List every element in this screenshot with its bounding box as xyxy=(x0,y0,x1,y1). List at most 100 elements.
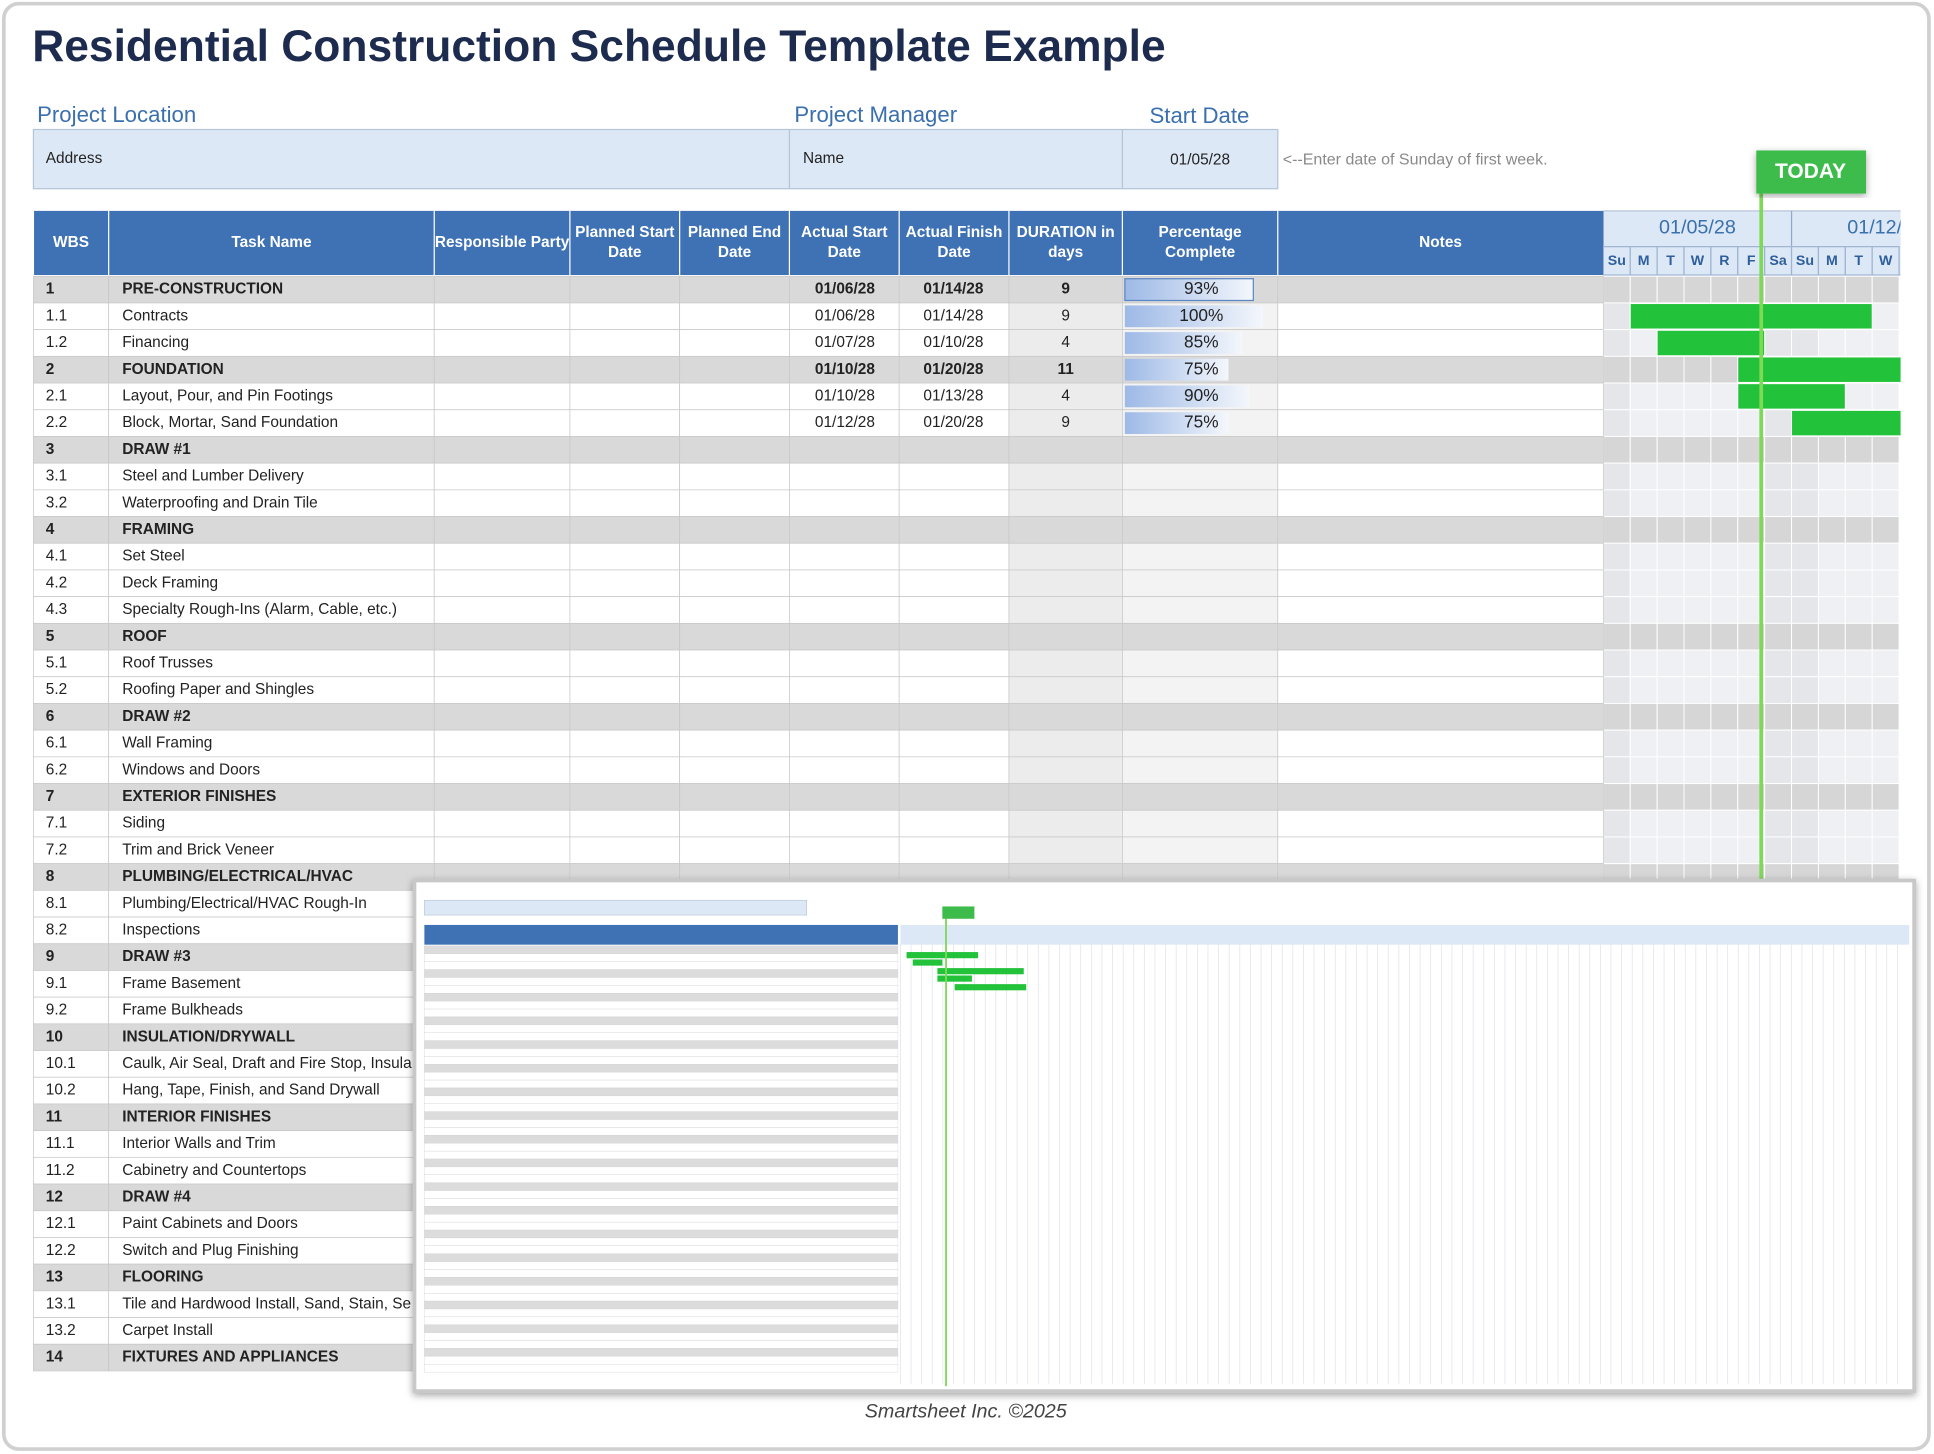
task-name[interactable]: EXTERIOR FINISHES xyxy=(122,788,276,805)
task-name[interactable]: Block, Mortar, Sand Foundation xyxy=(122,414,338,431)
task-name[interactable]: Siding xyxy=(122,815,165,832)
wbs[interactable]: 9.2 xyxy=(46,1002,67,1019)
task-name[interactable]: FIXTURES AND APPLIANCES xyxy=(122,1349,338,1366)
wbs[interactable]: 8 xyxy=(46,868,55,885)
wbs[interactable]: 13.2 xyxy=(46,1322,76,1339)
wbs[interactable]: 11 xyxy=(46,1108,63,1125)
wbs[interactable]: 12.2 xyxy=(46,1242,76,1259)
wbs[interactable]: 13 xyxy=(46,1269,64,1286)
wbs[interactable]: 11.2 xyxy=(46,1162,75,1179)
wbs[interactable]: 7.1 xyxy=(46,815,67,832)
task-name[interactable]: PRE-CONSTRUCTION xyxy=(122,281,283,298)
percent-label[interactable]: 75% xyxy=(1184,358,1219,378)
actual-start[interactable]: 01/10/28 xyxy=(815,387,875,404)
task-name[interactable]: Specialty Rough-Ins (Alarm, Cable, etc.) xyxy=(122,601,397,618)
actual-start[interactable]: 01/10/28 xyxy=(815,361,875,378)
actual-finish[interactable]: 01/20/28 xyxy=(923,361,983,378)
task-name[interactable]: FLOORING xyxy=(122,1269,203,1286)
wbs[interactable]: 3.1 xyxy=(46,468,67,485)
wbs[interactable]: 10.2 xyxy=(46,1082,76,1099)
task-name[interactable]: Layout, Pour, and Pin Footings xyxy=(122,387,333,404)
wbs[interactable]: 4 xyxy=(46,521,55,538)
wbs[interactable]: 6 xyxy=(46,708,55,725)
wbs[interactable]: 5.1 xyxy=(46,654,67,671)
task-name[interactable]: Trim and Brick Veneer xyxy=(122,841,274,858)
wbs[interactable]: 3 xyxy=(46,441,55,458)
task-name[interactable]: Tile and Hardwood Install, Sand, Stain, … xyxy=(122,1295,411,1312)
actual-finish[interactable]: 01/14/28 xyxy=(923,281,983,298)
wbs[interactable]: 6.1 xyxy=(46,735,67,752)
task-name[interactable]: PLUMBING/ELECTRICAL/HVAC xyxy=(122,868,353,885)
wbs[interactable]: 4.3 xyxy=(46,601,67,618)
duration[interactable]: 9 xyxy=(1061,307,1070,324)
wbs[interactable]: 11.1 xyxy=(46,1135,75,1152)
wbs[interactable]: 7 xyxy=(46,788,55,805)
duration[interactable]: 4 xyxy=(1061,387,1070,404)
percent-label[interactable]: 93% xyxy=(1184,278,1219,298)
task-name[interactable]: Hang, Tape, Finish, and Sand Drywall xyxy=(122,1082,379,1099)
task-name[interactable]: DRAW #1 xyxy=(122,441,191,458)
task-name[interactable]: INTERIOR FINISHES xyxy=(122,1108,271,1125)
percent-label[interactable]: 100% xyxy=(1179,305,1223,325)
duration[interactable]: 4 xyxy=(1061,334,1070,351)
task-name[interactable]: FOUNDATION xyxy=(122,361,224,378)
task-name[interactable]: Frame Bulkheads xyxy=(122,1002,243,1019)
location[interactable]: Address xyxy=(46,150,103,167)
actual-start[interactable]: 01/12/28 xyxy=(815,414,875,431)
task-name[interactable]: Plumbing/Electrical/HVAC Rough-In xyxy=(122,895,367,912)
wbs[interactable]: 6.2 xyxy=(46,761,67,778)
duration[interactable]: 9 xyxy=(1061,414,1070,431)
task-name[interactable]: Windows and Doors xyxy=(122,761,260,778)
wbs[interactable]: 9.1 xyxy=(46,975,67,992)
wbs[interactable]: 10 xyxy=(46,1028,63,1045)
wbs[interactable]: 3.2 xyxy=(46,494,67,511)
task-name[interactable]: Deck Framing xyxy=(122,574,218,591)
task-name[interactable]: Frame Basement xyxy=(122,975,241,992)
duration[interactable]: 9 xyxy=(1061,281,1070,298)
wbs[interactable]: 8.2 xyxy=(46,921,67,938)
wbs[interactable]: 2.2 xyxy=(46,414,67,431)
task-name[interactable]: Carpet Install xyxy=(122,1322,213,1339)
wbs[interactable]: 1.1 xyxy=(46,307,67,324)
wbs[interactable]: 10.1 xyxy=(46,1055,76,1072)
wbs[interactable]: 5.2 xyxy=(46,681,67,698)
percent-label[interactable]: 90% xyxy=(1184,385,1219,405)
task-name[interactable]: Caulk, Air Seal, Draft and Fire Stop, In… xyxy=(122,1055,412,1072)
wbs[interactable]: 7.2 xyxy=(46,841,67,858)
wbs[interactable]: 9 xyxy=(46,948,55,965)
wbs[interactable]: 4.2 xyxy=(46,574,67,591)
task-name[interactable]: Waterproofing and Drain Tile xyxy=(122,494,318,511)
percent-label[interactable]: 85% xyxy=(1184,332,1219,352)
wbs[interactable]: 2.1 xyxy=(46,387,67,404)
manager[interactable]: Name xyxy=(803,150,844,167)
task-name[interactable]: DRAW #3 xyxy=(122,948,191,965)
actual-finish[interactable]: 01/20/28 xyxy=(923,414,983,431)
actual-finish[interactable]: 01/14/28 xyxy=(923,307,983,324)
task-name[interactable]: Set Steel xyxy=(122,548,185,565)
wbs[interactable]: 12 xyxy=(46,1188,63,1205)
duration[interactable]: 11 xyxy=(1058,361,1075,378)
task-name[interactable]: INSULATION/DRYWALL xyxy=(122,1028,295,1045)
task-name[interactable]: FRAMING xyxy=(122,521,194,538)
task-name[interactable]: Roof Trusses xyxy=(122,654,213,671)
wbs[interactable]: 5 xyxy=(46,628,55,645)
wbs[interactable]: 2 xyxy=(46,361,55,378)
actual-finish[interactable]: 01/10/28 xyxy=(923,334,983,351)
actual-start[interactable]: 01/07/28 xyxy=(815,334,875,351)
wbs[interactable]: 14 xyxy=(46,1349,64,1366)
actual-start[interactable]: 01/06/28 xyxy=(815,281,875,298)
start-date[interactable]: 01/05/28 xyxy=(1170,151,1230,168)
task-name[interactable]: Financing xyxy=(122,334,189,351)
task-name[interactable]: Roofing Paper and Shingles xyxy=(122,681,314,698)
percent-label[interactable]: 75% xyxy=(1184,412,1219,432)
wbs[interactable]: 1.2 xyxy=(46,334,67,351)
actual-finish[interactable]: 01/13/28 xyxy=(923,387,983,404)
task-name[interactable]: Inspections xyxy=(122,921,200,938)
task-name[interactable]: Paint Cabinets and Doors xyxy=(122,1215,298,1232)
wbs[interactable]: 13.1 xyxy=(46,1295,76,1312)
task-name[interactable]: DRAW #4 xyxy=(122,1188,191,1205)
task-name[interactable]: ROOF xyxy=(122,628,167,645)
task-name[interactable]: Contracts xyxy=(122,307,188,324)
task-name[interactable]: Cabinetry and Countertops xyxy=(122,1162,306,1179)
task-name[interactable]: Switch and Plug Finishing xyxy=(122,1242,298,1259)
